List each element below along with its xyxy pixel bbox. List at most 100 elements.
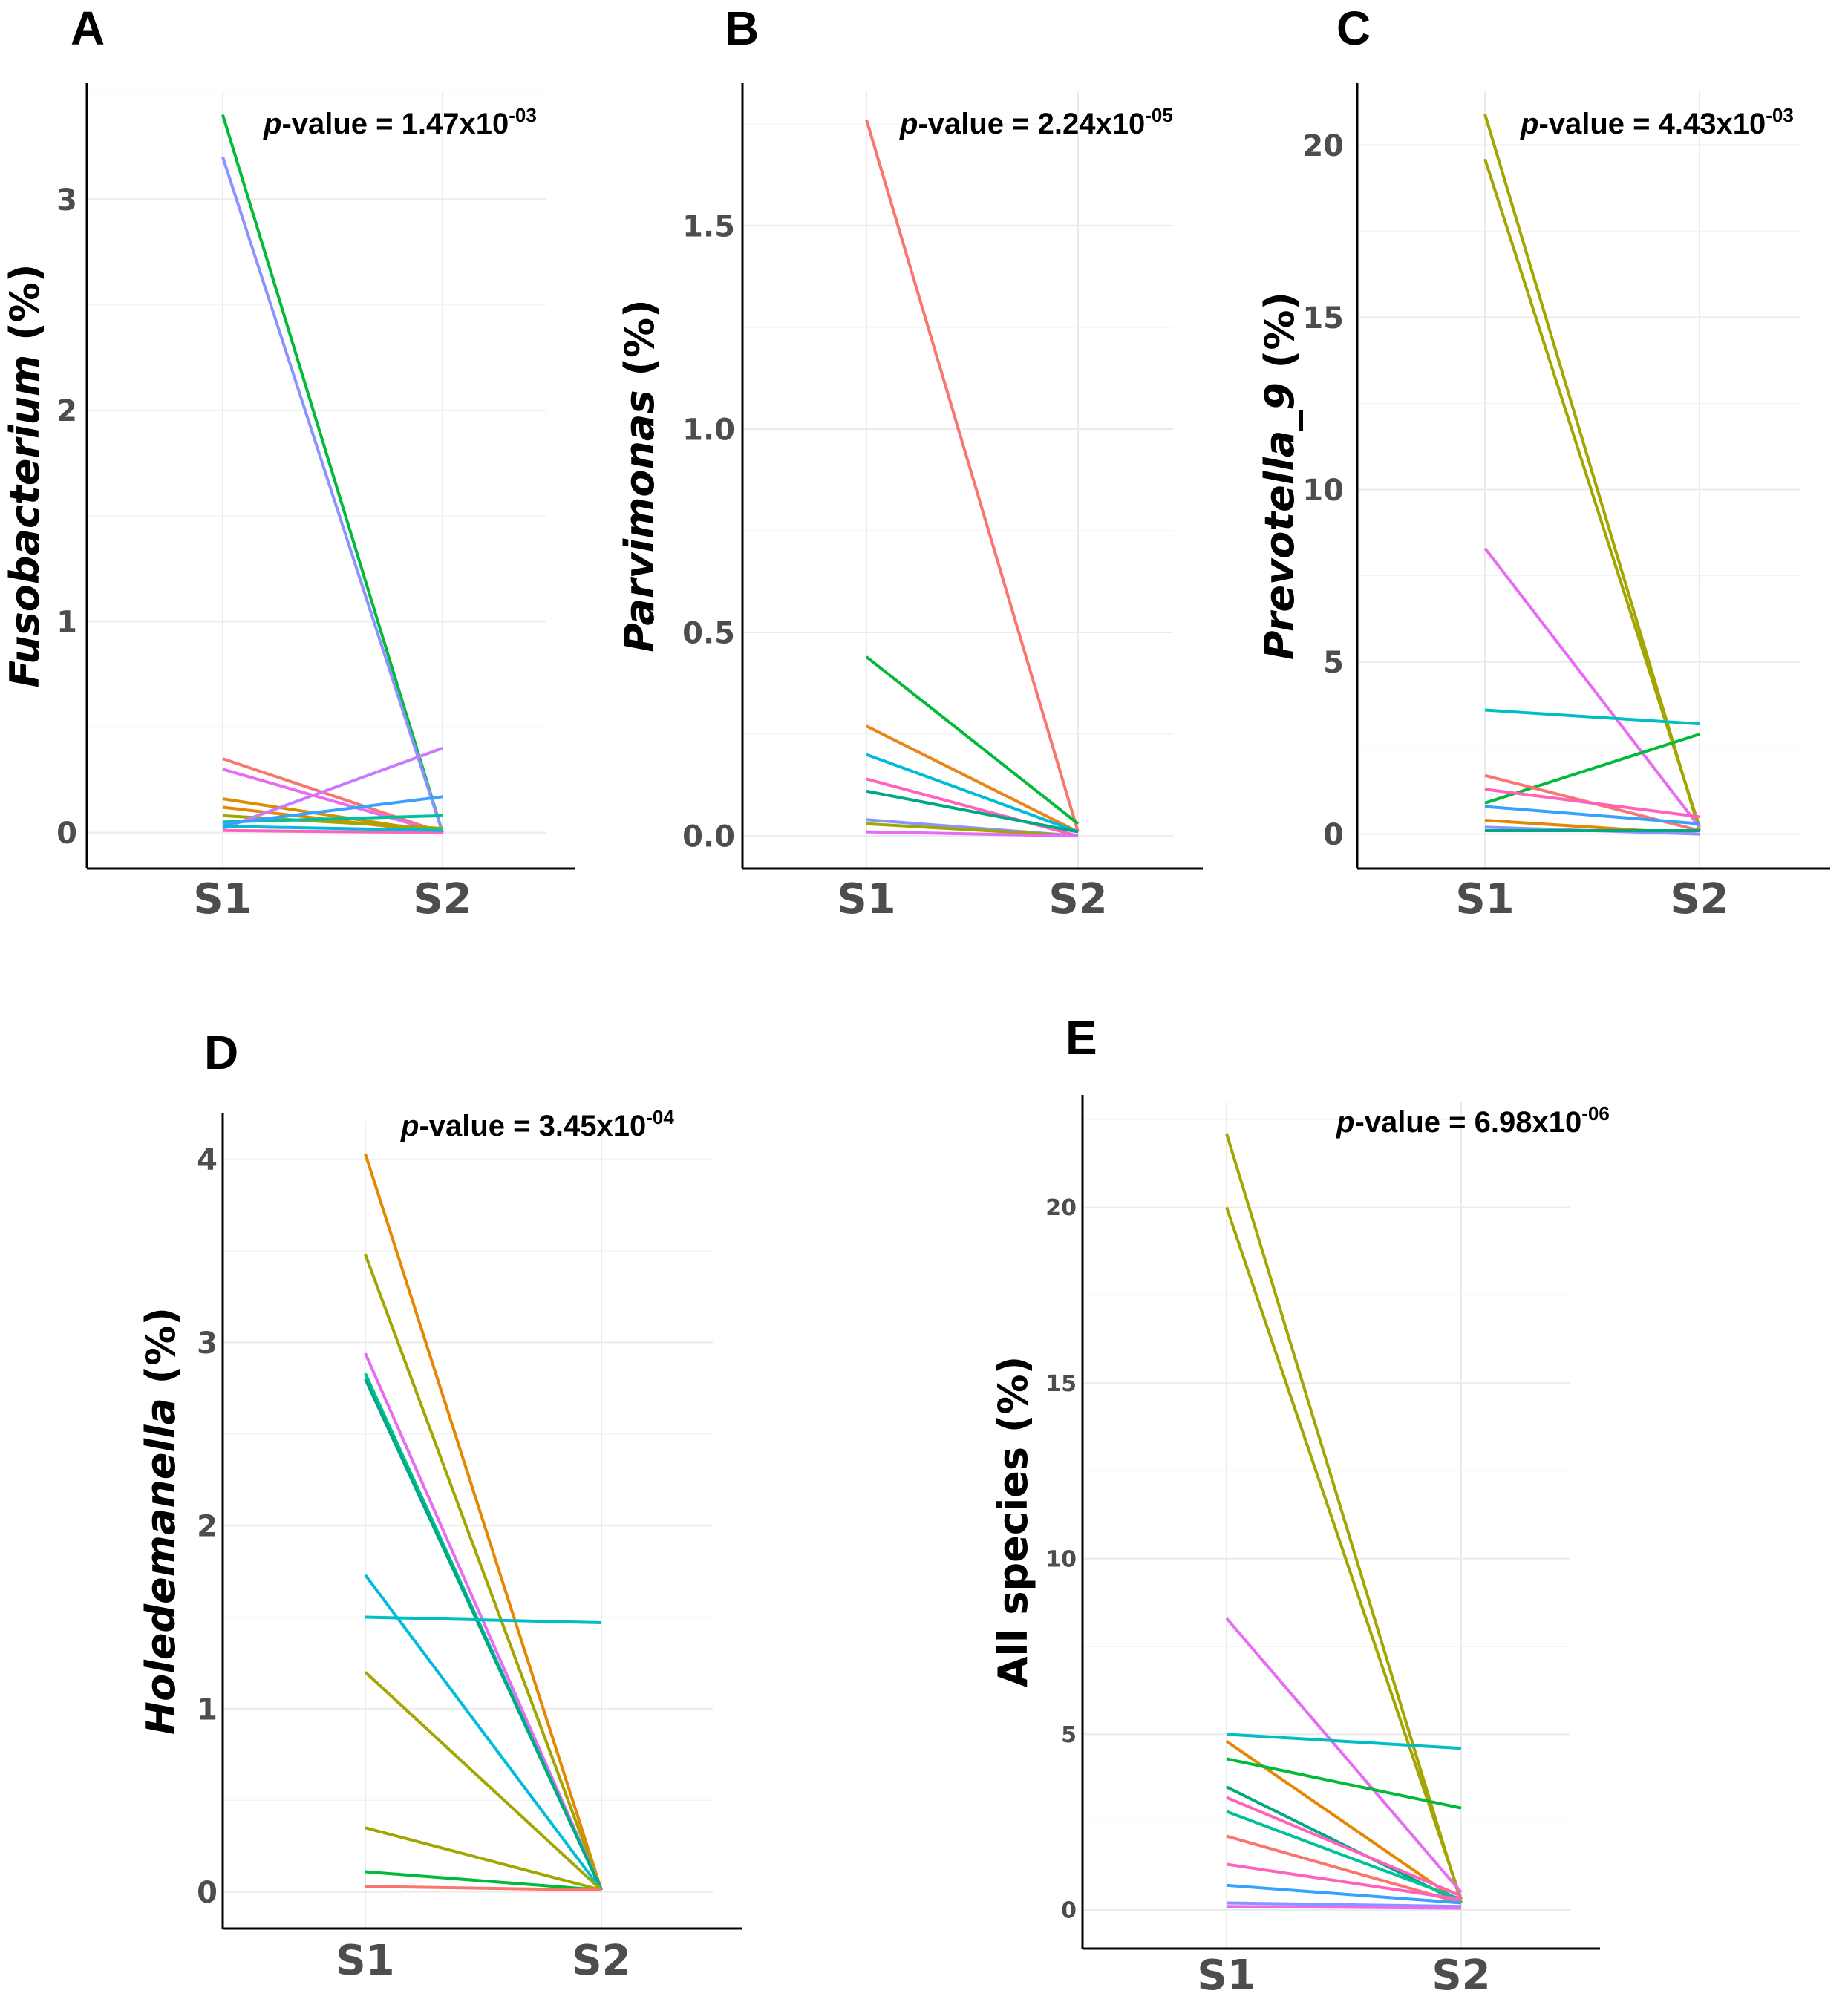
- y-tick-label: 20: [1045, 1195, 1077, 1221]
- series-line-7: [222, 814, 443, 830]
- y-axis-label-text: All species (%): [990, 1356, 1036, 1688]
- x-category-label: S2: [1048, 875, 1107, 923]
- x-category-label: S2: [1431, 1952, 1490, 2000]
- series-line-6: [1226, 1757, 1462, 1810]
- series-line-11: [365, 1885, 602, 1892]
- y-tick-label: 15: [1302, 301, 1344, 336]
- p-value-annotation: p-value = 1.47x10-03: [263, 104, 537, 140]
- x-category-label: S2: [413, 875, 471, 923]
- y-tick-label: 0.5: [682, 616, 735, 650]
- p-value-exponent: -06: [1581, 1102, 1610, 1125]
- series-line-2: [364, 1254, 603, 1891]
- series-line-1: [1225, 1133, 1463, 1904]
- series-line-9: [1226, 1796, 1462, 1897]
- y-tick-label: 2: [56, 394, 77, 428]
- series-line-9: [222, 747, 443, 830]
- p-value-prefix: p: [1520, 108, 1538, 140]
- series-line-4: [866, 753, 1079, 834]
- y-tick-label: 0.0: [682, 820, 735, 854]
- y-tick-label: 10: [1302, 474, 1344, 508]
- series-line-12: [1226, 1883, 1462, 1905]
- p-value-text: -value = 6.98x10: [1354, 1106, 1581, 1139]
- p-value-annotation: p-value = 2.24x10-05: [899, 104, 1173, 140]
- series-line-12: [222, 825, 443, 832]
- series-line-8: [364, 1671, 603, 1891]
- y-axis-label: All species (%): [990, 1356, 1036, 1688]
- series-line-3: [866, 724, 1079, 834]
- series-line-8: [1484, 805, 1700, 825]
- y-tick-label: 1.0: [682, 413, 735, 447]
- p-value-prefix: p: [400, 1110, 419, 1142]
- p-value-prefix: p: [263, 108, 281, 140]
- panel-b: 0.0 0.5 1.0 1.5 S1 S2 Parvimonas (%) p-value = …: [616, 1, 1203, 923]
- y-axis-label-text: (%): [616, 299, 663, 390]
- y-tick-label: 1: [197, 1692, 218, 1727]
- p-value-exponent: -04: [646, 1106, 674, 1128]
- y-axis-label-italic: Fusobacterium: [1, 355, 48, 688]
- y-axis-label-italic: Prevotella_9: [1256, 382, 1303, 660]
- p-value-text: -value = 4.43x10: [1538, 108, 1766, 140]
- x-category-label: S1: [837, 875, 895, 923]
- series-line-2: [865, 655, 1080, 825]
- y-axis-label-text: (%): [137, 1307, 184, 1398]
- panel-c: 0 5 10 15 20 S1 S2 Prevotella_9 (%) p-value = 4.…: [1256, 1, 1830, 923]
- series-line-3: [222, 757, 443, 834]
- series-line-3: [1483, 547, 1701, 828]
- y-axis-label: Holedemanella (%): [137, 1307, 184, 1735]
- series-line-4: [1484, 708, 1700, 726]
- series-line-8: [1226, 1810, 1462, 1901]
- series-line-7: [365, 1615, 602, 1624]
- panel-letter: C: [1336, 1, 1371, 55]
- series-line-4: [1226, 1733, 1462, 1750]
- y-axis-label-italic: Parvimonas: [616, 390, 663, 652]
- series-line-10: [222, 795, 443, 826]
- series-line-9: [365, 1826, 602, 1892]
- p-value-exponent: -03: [509, 104, 537, 126]
- p-value-prefix: p: [1336, 1106, 1354, 1139]
- panel-letter: D: [204, 1026, 238, 1079]
- series-line-2: [221, 156, 444, 834]
- y-tick-label: 1.5: [682, 209, 735, 243]
- series-line-1: [865, 119, 1080, 833]
- y-tick-label: 15: [1045, 1371, 1077, 1397]
- series-line-1: [364, 1153, 603, 1891]
- series-line-6: [866, 789, 1079, 834]
- x-category-label: S1: [1455, 875, 1514, 923]
- panel-a: 0 1 2 3 S1 S2 Fusobacterium (%) p-value = 1.47x…: [1, 1, 575, 923]
- series-line-3: [1225, 1617, 1463, 1894]
- y-tick-label: 5: [1061, 1722, 1077, 1748]
- y-tick-label: 0: [1061, 1898, 1077, 1924]
- series-line-4: [222, 768, 443, 834]
- x-category-label: S1: [1197, 1952, 1256, 2000]
- p-value-text: -value = 1.47x10: [281, 108, 509, 140]
- y-tick-label: 0: [56, 817, 77, 851]
- y-tick-label: 3: [197, 1327, 218, 1361]
- y-tick-label: 3: [56, 183, 77, 217]
- x-category-label: S2: [572, 1937, 630, 1985]
- y-tick-label: 0: [197, 1876, 218, 1910]
- series-line-7: [1484, 788, 1700, 819]
- p-value-text: -value = 2.24x10: [918, 108, 1145, 140]
- series-line-6: [364, 1574, 603, 1891]
- panel-letter: B: [725, 1, 759, 55]
- y-tick-label: 5: [1323, 646, 1344, 680]
- p-value-annotation: p-value = 4.43x10-03: [1520, 104, 1794, 140]
- series-line-14: [1226, 1905, 1462, 1910]
- y-axis-label-text: (%): [1, 264, 48, 354]
- y-axis-label: Prevotella_9 (%): [1256, 292, 1303, 660]
- series-line-5: [1484, 733, 1700, 805]
- panel-letter: A: [71, 1, 105, 55]
- x-category-label: S2: [1670, 875, 1728, 923]
- p-value-prefix: p: [899, 108, 918, 140]
- x-category-label: S1: [336, 1937, 394, 1985]
- y-tick-label: 2: [197, 1510, 218, 1544]
- p-value-annotation: p-value = 3.45x10-04: [400, 1106, 674, 1142]
- p-value-exponent: -03: [1766, 104, 1794, 126]
- y-tick-label: 20: [1302, 129, 1344, 163]
- series-line-11: [222, 828, 443, 834]
- y-axis-label: Fusobacterium (%): [1, 264, 48, 687]
- series-line-11: [1226, 1862, 1462, 1901]
- y-tick-label: 10: [1045, 1546, 1077, 1572]
- y-tick-label: 4: [197, 1143, 218, 1177]
